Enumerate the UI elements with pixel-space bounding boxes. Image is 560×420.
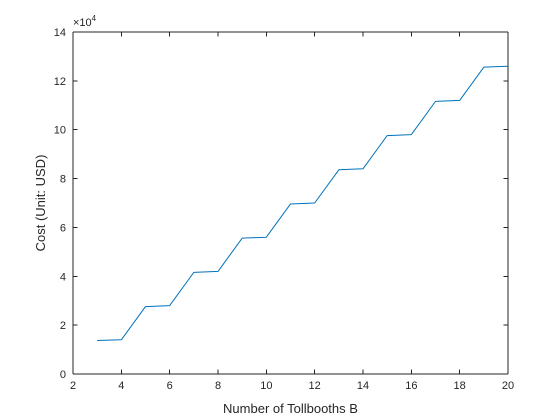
series-layer — [97, 65, 509, 342]
y-tick-label: 14 — [54, 27, 66, 39]
x-axis-label: Number of Tollbooths B — [223, 401, 358, 416]
y-tick-label: 10 — [54, 125, 66, 137]
y-tick-label: 0 — [60, 369, 66, 381]
x-tick-label: 14 — [357, 380, 369, 392]
y-tick-label: 8 — [60, 174, 66, 186]
x-tick-label: 2 — [70, 380, 76, 392]
x-tick-label: 4 — [118, 380, 124, 392]
y-tick-label: 6 — [60, 222, 66, 234]
x-tick-label: 8 — [215, 380, 221, 392]
y-axis-exponent-label: ×104 — [73, 14, 97, 29]
x-tick-label: 10 — [260, 380, 272, 392]
axes-layer — [72, 31, 509, 375]
x-tick-label: 6 — [167, 380, 173, 392]
series-line-0 — [97, 65, 509, 342]
y-tick-label: 4 — [60, 271, 66, 283]
x-tick-label: 18 — [454, 380, 466, 392]
x-tick-label: 12 — [309, 380, 321, 392]
plot-area — [73, 32, 508, 374]
x-tick-label: 16 — [405, 380, 417, 392]
y-axis-label: Cost (Unit: USD) — [33, 155, 48, 252]
y-tick-label: 2 — [60, 320, 66, 332]
x-tick-label: 20 — [502, 380, 514, 392]
y-tick-label: 12 — [54, 76, 66, 88]
